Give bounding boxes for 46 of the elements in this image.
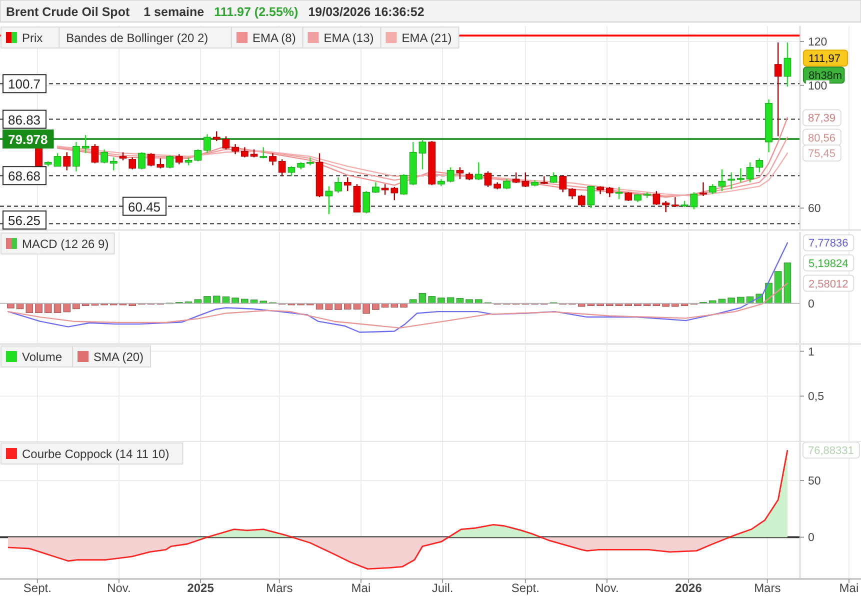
- x-tick-label: Nov.: [107, 581, 131, 595]
- x-tick-label: Nov.: [595, 581, 619, 595]
- annotation: 7,77836: [808, 238, 848, 250]
- y-tick-label: 0: [808, 532, 814, 544]
- legend-label: MACD (12 26 9): [22, 237, 109, 251]
- legend-label: EMA (8): [252, 31, 296, 45]
- ref-line-label: 56.25: [8, 213, 41, 228]
- ref-line-label: 86.83: [8, 112, 41, 128]
- legend-label: Courbe Coppock (14 11 10): [22, 447, 170, 461]
- ref-line-label: 100.7: [8, 76, 41, 92]
- y-tick-label: 1: [808, 346, 814, 358]
- annotation: Bandes de Bollinger (20 2): [66, 31, 208, 45]
- x-tick-label: Mars: [754, 581, 781, 595]
- y-tick-label: 120: [808, 36, 828, 49]
- legend-label: Prix: [22, 31, 43, 45]
- x-tick-label: Mai: [351, 581, 371, 595]
- x-tick-label: 2025: [187, 581, 214, 595]
- ref-line-label: 79.978: [8, 132, 48, 148]
- text: 111.97 (2.55%): [214, 5, 298, 19]
- annotation: 5,19824: [808, 258, 848, 270]
- legend-label: Volume: [22, 350, 62, 364]
- ref-line-label: 60.45: [128, 199, 161, 214]
- text: 19/03/2026 16:36:52: [308, 5, 424, 19]
- y-tick-label: 60: [808, 203, 821, 216]
- ref-line-label: 68.68: [8, 168, 41, 184]
- legend-label: EMA (21): [402, 31, 452, 45]
- y-tick-label: 0,5: [808, 391, 824, 404]
- annotation: 111,97: [808, 53, 840, 66]
- x-tick-label: Mars: [266, 581, 293, 595]
- data-label: 80,56: [808, 132, 836, 144]
- data-label: 87,39: [808, 112, 836, 125]
- x-tick-label: 2026: [675, 581, 702, 595]
- x-tick-label: Sept.: [511, 581, 540, 595]
- chart-subtitle: 1 semaine: [144, 5, 204, 19]
- y-tick-label: 100: [808, 80, 828, 92]
- annotation: 8h38m: [808, 70, 842, 82]
- x-tick-label: Juil.: [432, 581, 454, 595]
- y-tick-label: 50: [808, 476, 821, 488]
- chart-title: Brent Crude Oil Spot: [6, 5, 130, 19]
- legend-label: SMA (20): [94, 350, 144, 364]
- x-tick-label: Mai: [839, 581, 859, 595]
- annotation: 2,58012: [808, 278, 848, 290]
- data-label: 76,88331: [808, 445, 854, 458]
- legend-label: EMA (13): [324, 31, 374, 45]
- x-tick-label: Sept.: [23, 581, 52, 595]
- data-label: 75,45: [808, 148, 836, 160]
